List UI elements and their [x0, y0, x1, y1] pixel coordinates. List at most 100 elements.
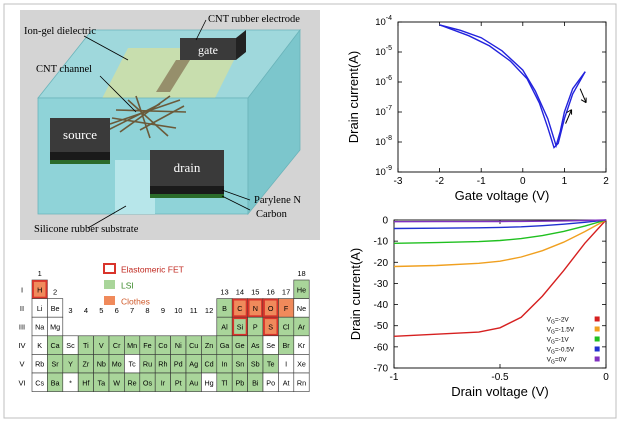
element-symbol: Cd: [204, 360, 213, 369]
series-line: [393, 219, 607, 223]
fet-outline: [247, 298, 263, 318]
element-symbol: Ar: [298, 323, 306, 332]
element-symbol: Cr: [113, 341, 121, 350]
carbon-label: Carbon: [256, 209, 288, 220]
element-symbol: Be: [51, 304, 60, 313]
legend-label: LSI: [121, 281, 134, 291]
element-symbol: Pt: [175, 378, 182, 387]
group-label: 2: [53, 288, 57, 297]
element-symbol: Rh: [158, 360, 167, 369]
element-symbol: Ag: [189, 360, 198, 369]
sweep-up-arrowhead: [566, 109, 573, 115]
element-symbol: Tl: [222, 378, 228, 387]
group-label: 11: [190, 306, 198, 315]
fet-outline: [263, 317, 279, 336]
source-electrode: [50, 118, 110, 152]
group-label: 12: [205, 306, 213, 315]
element-symbol: Zr: [83, 360, 90, 369]
x-tick-label: -0.5: [491, 372, 509, 383]
fet-outline: [232, 298, 248, 318]
plot-area: [397, 21, 607, 173]
element-cell: [293, 372, 310, 392]
drain-label: drain: [174, 160, 201, 175]
sweep-down-arrow: [579, 88, 587, 103]
drain-electrode: [150, 150, 224, 186]
x-tick-label: -3: [394, 176, 403, 187]
legend-swatch: [103, 263, 116, 274]
element-symbol: H: [37, 285, 42, 294]
y-tick-label: -10: [374, 237, 389, 248]
plot-area: [393, 219, 607, 369]
y-tick-label: -20: [374, 258, 389, 269]
element-symbol: Zn: [205, 341, 213, 350]
group-label: 4: [84, 306, 88, 315]
element-symbol: Tc: [129, 360, 137, 369]
element-symbol: V: [99, 341, 104, 350]
cnt-channel-network: [107, 95, 187, 139]
element-symbol: Cu: [189, 341, 198, 350]
element-symbol: In: [222, 360, 228, 369]
period-label: IV: [18, 341, 25, 350]
legend-swatch: [104, 280, 115, 289]
element-symbol: Ti: [83, 341, 89, 350]
x-axis-label: Drain voltage (V): [451, 384, 549, 399]
period-label: V: [19, 360, 24, 369]
legend-swatch: [104, 296, 115, 305]
series-line: [439, 24, 586, 149]
element-symbol: P: [253, 323, 258, 332]
group-label: 3: [68, 306, 72, 315]
series-line: [393, 219, 607, 230]
ion-gel-label: Ion-gel dielectric: [24, 26, 96, 37]
drain-parylene-layer: [150, 194, 224, 198]
period-label: VI: [18, 378, 25, 387]
y-axis-label: Drain current(A): [348, 248, 363, 340]
y-tick-label: -50: [374, 321, 389, 332]
element-symbol: Cl: [283, 323, 290, 332]
element-symbol: Pd: [174, 360, 183, 369]
y-tick-label: -70: [374, 364, 389, 375]
x-tick-label: -1: [390, 372, 399, 383]
legend-marker: [594, 356, 600, 362]
element-symbol: Ir: [161, 378, 166, 387]
element-symbol: Br: [283, 341, 291, 350]
element-symbol: Au: [189, 378, 198, 387]
element-symbol: Si: [237, 323, 244, 332]
element-symbol: Rn: [297, 378, 306, 387]
gate-electrode-side: [236, 30, 246, 60]
element-symbol: Ru: [143, 360, 152, 369]
element-symbol: Na: [35, 323, 44, 332]
group-label: 15: [251, 288, 259, 297]
element-symbol: O: [268, 304, 274, 313]
group-label: 9: [161, 306, 165, 315]
x-tick-label: 0: [520, 176, 526, 187]
element-symbol: Mg: [50, 323, 60, 332]
leader-lines: [83, 19, 251, 229]
series-line: [393, 219, 607, 244]
substrate-label: Silicone rubber substrate: [34, 224, 139, 235]
element-symbol: Ba: [51, 378, 60, 387]
group-label: 10: [174, 306, 182, 315]
group-label: 8: [145, 306, 149, 315]
x-axis-label: Gate voltage (V): [455, 188, 550, 203]
element-symbol: Ga: [220, 341, 230, 350]
group-label: 1: [38, 269, 42, 278]
element-symbol: Co: [158, 341, 167, 350]
element-symbol: Cs: [35, 378, 44, 387]
legend-marker: [594, 326, 600, 332]
x-tick-label: -2: [435, 176, 444, 187]
period-label: I: [21, 285, 23, 294]
parylene-label: Parylene N: [254, 195, 301, 206]
element-symbol: Bi: [252, 378, 259, 387]
element-symbol: Li: [37, 304, 43, 313]
element-symbol: Al: [221, 323, 228, 332]
group-label: 6: [115, 306, 119, 315]
legend-entry: VG=-2V: [547, 316, 570, 325]
element-symbol: K: [37, 341, 42, 350]
sweep-down-arrowhead: [580, 97, 587, 104]
element-symbol: Po: [266, 378, 275, 387]
element-symbol: Ta: [98, 378, 106, 387]
element-symbol: Hf: [82, 378, 89, 387]
element-symbol: Hg: [204, 378, 213, 387]
element-symbol: He: [297, 285, 306, 294]
